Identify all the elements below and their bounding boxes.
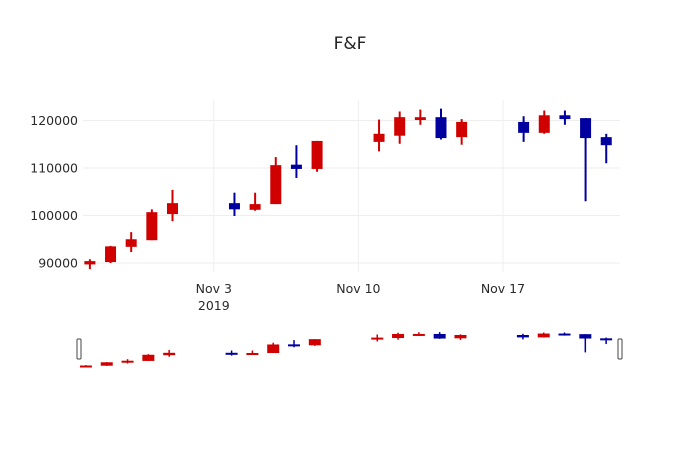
candle[interactable] xyxy=(414,109,426,125)
candle-body xyxy=(105,246,117,263)
candle-body xyxy=(435,117,447,139)
candle[interactable] xyxy=(167,189,178,222)
candle-body xyxy=(538,115,550,133)
mini-candle-body xyxy=(100,362,113,366)
candle-body xyxy=(580,118,592,139)
candle[interactable] xyxy=(373,119,385,152)
candle[interactable] xyxy=(580,118,592,202)
x-tick-year-label: 2019 xyxy=(198,298,230,313)
y-tick-label: 100000 xyxy=(30,208,78,223)
candle[interactable] xyxy=(228,192,240,216)
candle-body xyxy=(167,203,178,215)
mini-candle-body xyxy=(600,338,613,341)
plot-area[interactable] xyxy=(84,108,612,270)
x-tick-label: Nov 3 xyxy=(196,281,232,296)
mini-candle-body xyxy=(308,339,321,346)
chart-title: F&F xyxy=(334,34,367,54)
y-tick-label: 110000 xyxy=(30,161,78,176)
candle-body xyxy=(125,239,137,247)
mini-candle-body xyxy=(225,352,238,355)
mini-candle-body xyxy=(537,333,550,338)
candle[interactable] xyxy=(600,133,612,164)
mini-candle-body xyxy=(121,360,134,363)
mini-candle-body xyxy=(288,344,301,347)
candle-body xyxy=(559,115,571,120)
mini-candle-body xyxy=(163,352,176,356)
range-slider-right-handle[interactable] xyxy=(617,338,623,360)
mini-candle-body xyxy=(371,337,384,340)
mini-candle-body xyxy=(142,354,155,361)
candle-body xyxy=(146,212,158,241)
candle-body xyxy=(600,137,612,146)
candle[interactable] xyxy=(518,116,530,142)
y-tick-label: 90000 xyxy=(38,256,78,271)
candle[interactable] xyxy=(84,259,96,270)
candle[interactable] xyxy=(394,111,406,144)
candle-body xyxy=(456,121,468,138)
mini-candle-body xyxy=(516,334,529,338)
range-slider-left-handle[interactable] xyxy=(76,338,82,360)
candle[interactable] xyxy=(270,157,282,205)
candle-body xyxy=(373,133,385,142)
mini-candle-body xyxy=(433,333,446,339)
range-slider[interactable] xyxy=(76,332,623,368)
candle-body xyxy=(290,164,302,169)
candle-body xyxy=(518,121,530,133)
y-tick-label: 120000 xyxy=(30,113,78,128)
candle[interactable] xyxy=(290,145,302,178)
mini-candle-body xyxy=(246,353,259,356)
y-axis: 90000 100000 110000 120000 xyxy=(30,113,78,271)
x-tick-label: Nov 17 xyxy=(481,281,525,296)
candle-body xyxy=(270,165,282,205)
candle[interactable] xyxy=(146,209,158,241)
mini-candle-body xyxy=(558,333,571,336)
candle[interactable] xyxy=(311,140,323,172)
x-axis: Nov 3 2019 Nov 10 Nov 17 xyxy=(196,281,525,313)
candle-body xyxy=(249,204,261,210)
candle[interactable] xyxy=(559,110,571,125)
candle-body xyxy=(414,117,426,121)
candle[interactable] xyxy=(125,232,137,253)
candle-body xyxy=(311,140,323,169)
mini-candle-body xyxy=(79,365,92,368)
x-tick-label: Nov 10 xyxy=(336,281,380,296)
candle[interactable] xyxy=(249,192,261,211)
mini-candle-body xyxy=(454,334,467,339)
candle[interactable] xyxy=(456,119,468,145)
mini-candle-body xyxy=(267,344,280,354)
candle[interactable] xyxy=(538,110,550,134)
range-slider-candles xyxy=(79,332,613,368)
candle-body xyxy=(228,203,240,210)
mini-candle-body xyxy=(392,333,405,339)
candle[interactable] xyxy=(105,245,117,263)
candle[interactable] xyxy=(435,108,447,140)
candle-body xyxy=(84,261,96,265)
mini-candle-body xyxy=(579,334,592,339)
candle-body xyxy=(394,117,406,136)
mini-candle-body xyxy=(412,333,425,336)
